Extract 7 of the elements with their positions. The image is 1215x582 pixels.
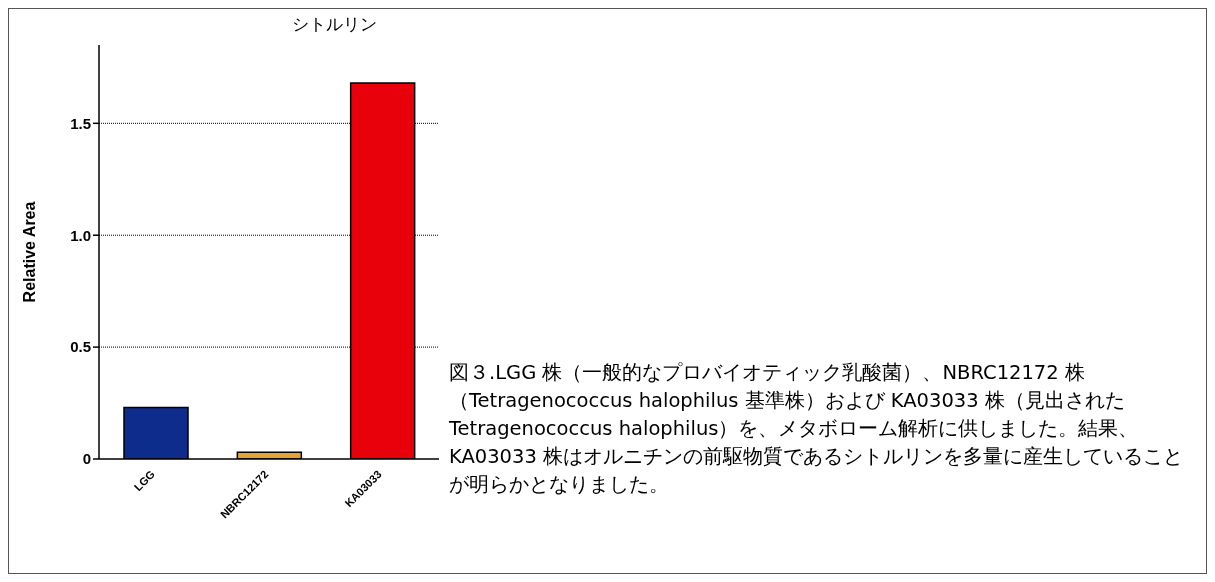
caption: 図３.LGG 株（一般的なプロバイオティック乳酸菌）、NBRC12172 株（Tetragenococcus halophilus 基準株）および KA03033 株（見出された Tetragenococcus halophilus）を、メタボローム解析に供しました。結果、KA03033 株はオルニチンの前駆物質であるシトルリンを多量に産生していることが明らかとなりました。 [449, 360, 1184, 498]
y-tick-label: 0.5 [70, 338, 91, 356]
y-tick-label: 0 [82, 450, 91, 468]
y-axis-title: Relative Area [20, 201, 38, 303]
y-tick-label: 1.0 [70, 226, 91, 244]
chart-title: シトルリン [290, 13, 378, 36]
y-tick-label: 1.5 [70, 114, 91, 132]
